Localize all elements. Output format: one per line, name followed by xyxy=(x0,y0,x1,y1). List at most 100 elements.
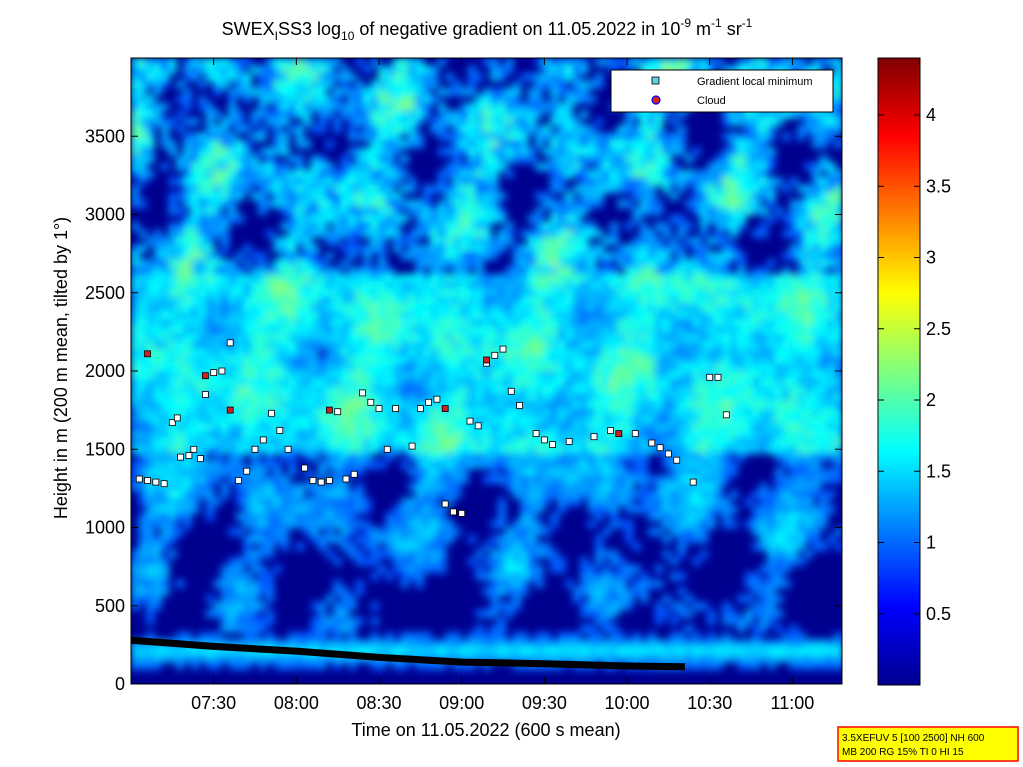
y-tick-label: 3000 xyxy=(85,205,125,225)
minimum-marker xyxy=(466,417,474,425)
minimum-marker xyxy=(433,395,441,403)
y-tick-label: 2000 xyxy=(85,361,125,381)
minimum-marker xyxy=(201,391,209,398)
colorbar-tick-label: 3.5 xyxy=(926,176,951,196)
cloud-marker xyxy=(441,405,449,413)
minimum-marker xyxy=(235,477,242,484)
minimum-marker xyxy=(507,387,515,395)
legend: Gradient local minimum Cloud xyxy=(610,69,834,113)
x-tick-label: 11:00 xyxy=(771,693,815,713)
colorbar-ticks: 0.5 1 1.5 2 2.5 3 3.5 4 xyxy=(878,105,951,624)
minimum-marker xyxy=(499,345,507,353)
minimum-marker xyxy=(268,409,275,417)
minimum-marker xyxy=(441,500,449,508)
minimum-marker xyxy=(491,351,499,359)
minimum-marker xyxy=(359,389,366,397)
info-box: 3.5XEFUV 5 [100 2500] NH 600 MB 200 RG 1… xyxy=(837,726,1019,762)
colorbar-tick-label: 0.5 xyxy=(926,604,951,624)
minimum-marker xyxy=(590,433,598,441)
minimum-marker xyxy=(648,439,656,447)
cloud-marker xyxy=(144,350,151,358)
colorbar-tick-label: 1 xyxy=(926,533,936,553)
x-tick-label: 07:30 xyxy=(191,693,236,713)
y-tick-label: 3500 xyxy=(85,126,125,146)
colorbar-tick-label: 4 xyxy=(926,105,936,125)
legend-square-icon xyxy=(651,76,660,85)
marker-layer xyxy=(135,339,730,517)
y-axis: 0 500 1000 1500 2000 2500 3000 3500 xyxy=(85,126,842,694)
minimum-marker xyxy=(342,475,350,483)
x-tick-label: 08:30 xyxy=(356,693,401,713)
minimum-marker xyxy=(425,398,433,406)
minimum-marker xyxy=(259,436,267,444)
y-axis-label: Height in m (200 m mean, tilted by 1°) xyxy=(51,217,71,519)
minimum-marker xyxy=(251,445,259,453)
minimum-marker xyxy=(144,477,151,484)
x-tick-label: 08:00 xyxy=(274,693,319,713)
minimum-marker xyxy=(190,445,198,453)
legend-entry-minimum: Gradient local minimum xyxy=(697,76,813,88)
minimum-marker xyxy=(706,373,714,381)
minimum-marker xyxy=(673,456,681,464)
minimum-marker xyxy=(226,339,234,347)
minimum-marker xyxy=(196,455,204,463)
info-line-1: 3.5XEFUV 5 [100 2500] NH 600 xyxy=(842,733,985,744)
minimum-marker xyxy=(135,475,143,483)
minimum-marker xyxy=(334,408,342,416)
ground-layer-line xyxy=(131,636,685,671)
y-tick-label: 2500 xyxy=(85,283,125,303)
cloud-marker xyxy=(325,406,333,414)
x-tick-label: 10:30 xyxy=(687,693,732,713)
minimum-marker xyxy=(516,401,523,409)
minimum-marker xyxy=(392,405,400,413)
minimum-marker xyxy=(185,452,193,459)
minimum-marker xyxy=(284,445,292,453)
minimum-marker xyxy=(210,369,218,377)
minimum-marker xyxy=(607,427,614,434)
minimum-marker xyxy=(243,467,251,475)
minimum-marker xyxy=(714,373,722,381)
minimum-marker xyxy=(474,422,482,430)
cloud-marker xyxy=(615,430,623,438)
minimum-marker xyxy=(350,470,358,478)
cloud-marker xyxy=(483,356,490,364)
colorbar: 0.5 1 1.5 2 2.5 3 3.5 4 xyxy=(877,57,951,686)
info-line-2: MB 200 RG 15% TI 0 HI 15 xyxy=(842,747,964,758)
legend-entry-cloud: Cloud xyxy=(697,95,726,107)
x-tick-label: 09:00 xyxy=(439,693,484,713)
info-box-background xyxy=(837,726,1019,762)
x-tick-label: 09:30 xyxy=(522,693,567,713)
colorbar-tick-label: 3 xyxy=(926,248,936,268)
minimum-marker xyxy=(541,436,548,444)
minimum-marker xyxy=(173,414,181,422)
minimum-marker xyxy=(631,430,639,438)
minimum-marker xyxy=(656,444,664,452)
y-tick-label: 1000 xyxy=(85,518,125,538)
heatmap-area xyxy=(131,58,842,684)
x-axis-label: Time on 11.05.2022 (600 s mean) xyxy=(351,720,620,740)
minimum-marker xyxy=(532,430,540,438)
minimum-marker xyxy=(565,437,573,445)
y-tick-label: 1500 xyxy=(85,439,125,459)
minimum-marker xyxy=(152,478,160,486)
colorbar-gradient xyxy=(877,57,921,686)
minimum-marker xyxy=(689,478,697,486)
minimum-marker xyxy=(375,405,383,413)
minimum-marker xyxy=(317,478,325,486)
x-tick-label: 10:00 xyxy=(605,693,650,713)
ground-layer xyxy=(131,636,685,671)
minimum-marker xyxy=(218,367,226,375)
chart-title: SWEXISS3 log10 of negative gradient on 1… xyxy=(222,16,753,43)
minimum-marker xyxy=(367,398,375,406)
minimum-marker xyxy=(408,442,416,450)
minimum-marker xyxy=(383,445,391,453)
colorbar-tick-label: 2 xyxy=(926,390,936,410)
minimum-marker xyxy=(177,453,185,461)
minimum-marker xyxy=(665,450,672,458)
legend-circle-icon xyxy=(651,95,661,105)
heatmap-cells xyxy=(131,58,842,671)
colorbar-tick-label: 2.5 xyxy=(926,319,951,339)
minimum-marker xyxy=(168,419,176,427)
minimum-marker xyxy=(449,508,457,516)
